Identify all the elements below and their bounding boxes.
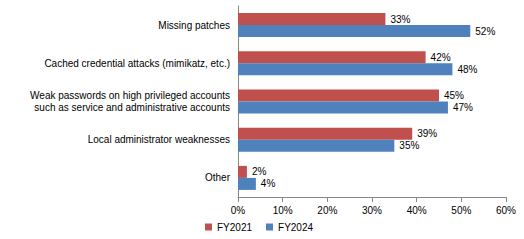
svg-text:35%: 35% [399,140,419,151]
svg-text:Local administrator weaknesses: Local administrator weaknesses [88,134,230,145]
svg-text:42%: 42% [431,52,451,63]
svg-text:20%: 20% [317,205,337,216]
svg-text:45%: 45% [444,90,464,101]
svg-text:FY2024: FY2024 [278,222,313,233]
svg-text:33%: 33% [390,14,410,25]
svg-text:47%: 47% [453,102,473,113]
svg-text:Missing patches: Missing patches [158,20,230,31]
svg-text:60%: 60% [496,205,516,216]
svg-text:2%: 2% [252,166,267,177]
svg-text:40%: 40% [407,205,427,216]
svg-text:39%: 39% [417,128,437,139]
svg-text:FY2021: FY2021 [217,222,252,233]
svg-text:Weak passwords on high privile: Weak passwords on high privileged accoun… [30,90,230,101]
svg-text:4%: 4% [261,178,276,189]
svg-text:Other: Other [205,172,231,183]
svg-text:10%: 10% [273,205,293,216]
svg-text:such as service and administra: such as service and administrative accou… [34,102,230,113]
svg-text:0%: 0% [231,205,246,216]
svg-text:30%: 30% [362,205,382,216]
svg-text:48%: 48% [457,64,477,75]
svg-text:Cached credential attacks (mim: Cached credential attacks (mimikatz, etc… [44,58,230,69]
svg-text:52%: 52% [475,26,495,37]
svg-text:50%: 50% [451,205,471,216]
